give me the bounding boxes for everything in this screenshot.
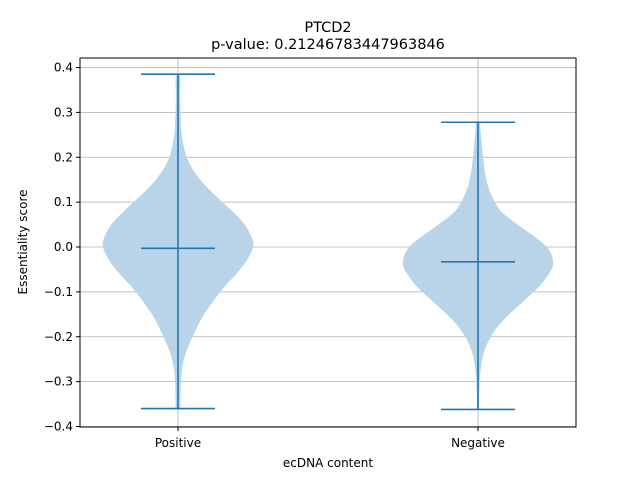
y-tick-label: −0.4 [44,420,73,434]
y-axis-ticks: −0.4 −0.3 −0.2 −0.1 0.0 0.1 0.2 0.3 0.4 [44,61,80,434]
y-tick-label: 0.0 [54,240,73,254]
y-tick-label: 0.3 [54,105,73,119]
y-tick-label: −0.2 [44,330,73,344]
violin-lines [141,73,515,411]
x-tick-label: Positive [155,436,201,450]
y-tick-label: −0.3 [44,375,73,389]
y-tick-label: 0.4 [54,61,73,75]
violin-bodies [102,73,554,411]
x-axis-ticks: Positive Negative [155,427,505,450]
chart-title: PTCD2 [304,20,351,36]
x-tick-label: Negative [451,436,505,450]
x-axis-label: ecDNA content [283,456,373,470]
y-axis-label: Essentiality score [16,190,30,295]
chart-subtitle: p-value: 0.21246783447963846 [211,37,445,53]
plot-frame [79,57,577,428]
y-tick-label: 0.1 [54,195,73,209]
y-tick-label: −0.1 [44,285,73,299]
y-tick-label: 0.2 [54,150,73,164]
